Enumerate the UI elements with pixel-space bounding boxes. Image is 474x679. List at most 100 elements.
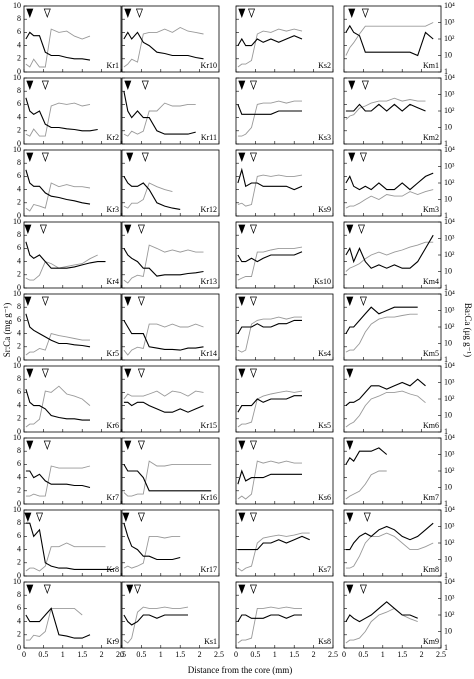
filled-triangle	[124, 80, 132, 90]
ba-ca-line	[123, 323, 204, 356]
y2-tick-label: 10⁴	[444, 73, 455, 82]
panel-frame	[121, 221, 220, 289]
y-tick-label: 10	[13, 577, 21, 586]
filled-triangle	[122, 512, 130, 522]
ba-ca-line	[123, 102, 196, 137]
panel-label: Kr7	[107, 493, 119, 502]
y-tick-label: 0	[17, 427, 21, 436]
y-tick-label: 8	[17, 446, 21, 455]
ba-ca-line	[237, 606, 302, 644]
y-tick-label: 10	[13, 361, 21, 370]
y2-tick-label: 10²	[444, 106, 455, 115]
filled-triangle	[238, 368, 246, 378]
x-tick-label: 2.5	[436, 650, 446, 659]
x-tick-label: 2.5	[116, 650, 126, 659]
ba-ca-line	[123, 390, 204, 400]
panel-label: Km2	[423, 133, 439, 142]
filled-triangle	[124, 8, 132, 18]
filled-triangle	[238, 8, 246, 18]
open-triangle	[41, 368, 49, 378]
sr-ca-line	[237, 251, 303, 263]
open-triangle	[41, 152, 49, 162]
y-tick-label: 6	[17, 387, 21, 396]
y-tick-label: 2	[17, 270, 21, 279]
panel-label: Km6	[423, 421, 439, 430]
open-triangle	[361, 8, 369, 18]
y2-tick-label: 10	[444, 410, 452, 419]
panel-frame	[23, 581, 122, 649]
filled-triangle	[238, 296, 246, 306]
sr-ca-line	[345, 172, 434, 191]
y2-tick-label: 10	[444, 50, 452, 59]
sr-ca-line	[123, 176, 181, 210]
ba-ca-line	[345, 189, 434, 209]
y-tick-label: 10	[13, 433, 21, 442]
y-tick-label: 2	[17, 558, 21, 567]
sr-ca-line	[345, 24, 434, 57]
panel-frame	[121, 509, 220, 577]
y2-tick-label: 10⁴	[444, 361, 455, 370]
ba-ca-line	[345, 241, 434, 272]
filled-triangle	[346, 296, 354, 306]
ba-ca-line	[123, 244, 204, 284]
ba-ca-line	[123, 460, 212, 497]
y-tick-label: 4	[17, 256, 21, 265]
panel-label: Kr10	[201, 61, 217, 70]
y-tick-label: 8	[17, 518, 21, 527]
sr-ca-line	[237, 469, 302, 485]
filled-triangle	[348, 8, 356, 18]
ba-ca-line	[237, 532, 310, 572]
panel-frame	[121, 365, 220, 433]
panel-label: Ks6	[318, 493, 331, 502]
y-tick-label: 0	[17, 211, 21, 220]
panel-frame	[235, 365, 334, 433]
y2-tick-label: 1	[444, 427, 448, 436]
ba-ca-line	[345, 390, 426, 428]
panel-label: Kr15	[201, 421, 217, 430]
y2-tick-label: 10³	[444, 449, 455, 458]
panel-label: Kr17	[201, 565, 217, 574]
panel-label: Km4	[423, 277, 439, 286]
y2-tick-label: 10³	[444, 521, 455, 530]
x-tick-label: 1	[159, 650, 163, 659]
x-tick-label: 1	[61, 650, 65, 659]
ba-ca-line	[25, 542, 106, 572]
open-triangle	[43, 8, 51, 18]
ba-ca-line	[345, 97, 426, 120]
ba-ca-line	[25, 102, 91, 137]
y2-tick-label: 10⁴	[444, 289, 455, 298]
y2-tick-label: 10	[444, 266, 452, 275]
open-triangle	[137, 440, 145, 450]
panel-frame	[235, 221, 334, 289]
filled-triangle	[24, 224, 32, 234]
panel-frame	[23, 293, 122, 361]
panel-frame	[235, 581, 334, 649]
sr-ca-line	[25, 313, 91, 348]
panel-label: Ks9	[318, 205, 331, 214]
sr-ca-line	[123, 91, 196, 135]
panel-frame	[23, 437, 122, 505]
filled-triangle	[238, 440, 246, 450]
x-axis-label: Distance from the core (mm)	[188, 665, 292, 675]
sr-ca-line	[123, 320, 204, 351]
y2-tick-label: 1	[444, 211, 448, 220]
panel-label: Ks4	[318, 349, 331, 358]
panel-label: Kr11	[201, 133, 217, 142]
filled-triangle	[124, 440, 132, 450]
ba-ca-line	[345, 470, 387, 500]
y-tick-label: 2	[17, 126, 21, 135]
panel-label: Kr16	[201, 493, 217, 502]
y2-tick-label: 10²	[444, 178, 455, 187]
sr-ca-line	[345, 601, 418, 623]
open-triangle	[43, 584, 51, 594]
ba-ca-line	[25, 607, 83, 641]
filled-triangle	[346, 368, 354, 378]
x-tick-label: 1.5	[397, 650, 407, 659]
panel-label: Kr3	[107, 205, 119, 214]
x-tick-label: 1.5	[77, 650, 87, 659]
sr-ca-line	[345, 378, 426, 407]
ba-ca-line	[237, 316, 302, 353]
filled-triangle	[238, 224, 246, 234]
panel-frame	[235, 437, 334, 505]
open-triangle	[249, 152, 257, 162]
